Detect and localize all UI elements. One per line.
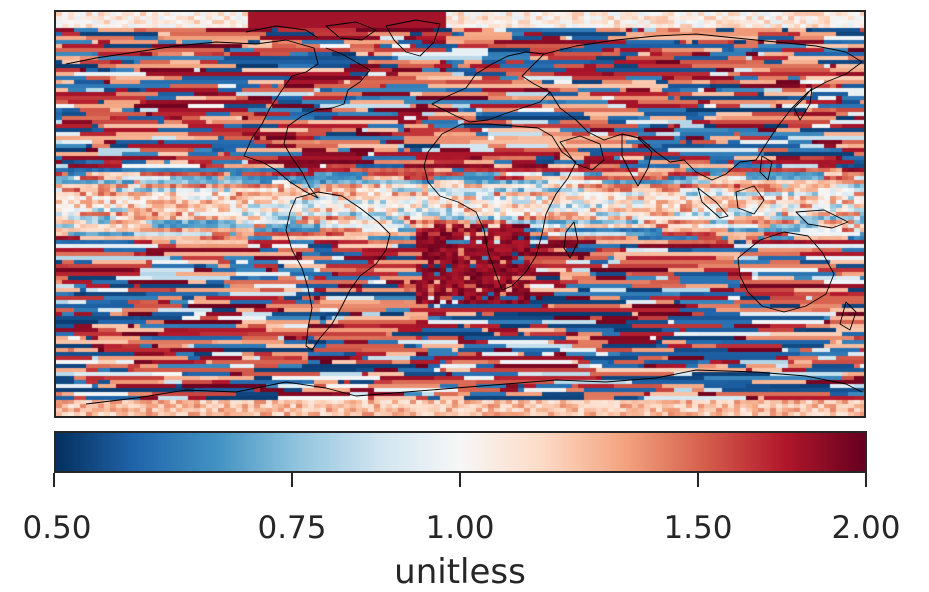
coastline-south-america xyxy=(285,191,391,351)
coastline-india xyxy=(621,133,653,187)
map-title-partial xyxy=(0,0,929,8)
colorbar-tick-label: 1.00 xyxy=(425,510,495,546)
coastline-greenland xyxy=(385,19,441,57)
coastline-borneo xyxy=(735,185,765,215)
colorbar-tick-label: 2.00 xyxy=(831,510,901,546)
colorbar-units-label: unitless xyxy=(394,552,526,592)
colorbar-tick xyxy=(291,473,293,487)
coastlines xyxy=(65,19,863,405)
ratio-heatmap xyxy=(56,12,864,416)
coastline-antarctica xyxy=(85,369,863,405)
coastline-philippines xyxy=(759,155,773,181)
colorbar xyxy=(54,431,867,473)
coastline-japan xyxy=(793,87,813,121)
coastline-arctic-islands xyxy=(245,21,377,41)
colorbar-tick-label: 0.50 xyxy=(22,510,92,546)
coastline-arabia xyxy=(559,135,605,171)
colorbar-tick-label: 1.50 xyxy=(663,510,733,546)
colorbar-tick xyxy=(53,473,55,487)
coastline-north-america xyxy=(65,39,371,199)
coastline-sumatra xyxy=(697,187,729,219)
coastline-madagascar xyxy=(563,221,579,259)
coastline-africa xyxy=(423,123,577,291)
coastline-asia xyxy=(543,33,863,181)
coastline-new-zealand xyxy=(839,301,857,331)
coastline-new-guinea xyxy=(795,209,849,229)
coastline-europe xyxy=(431,51,551,123)
colorbar-tick xyxy=(865,473,867,487)
colorbar-tick-label: 0.75 xyxy=(257,510,327,546)
colorbar-tick xyxy=(459,473,461,487)
colorbar-tick xyxy=(697,473,699,487)
coastline-australia xyxy=(737,231,835,313)
map-panel xyxy=(54,10,866,418)
